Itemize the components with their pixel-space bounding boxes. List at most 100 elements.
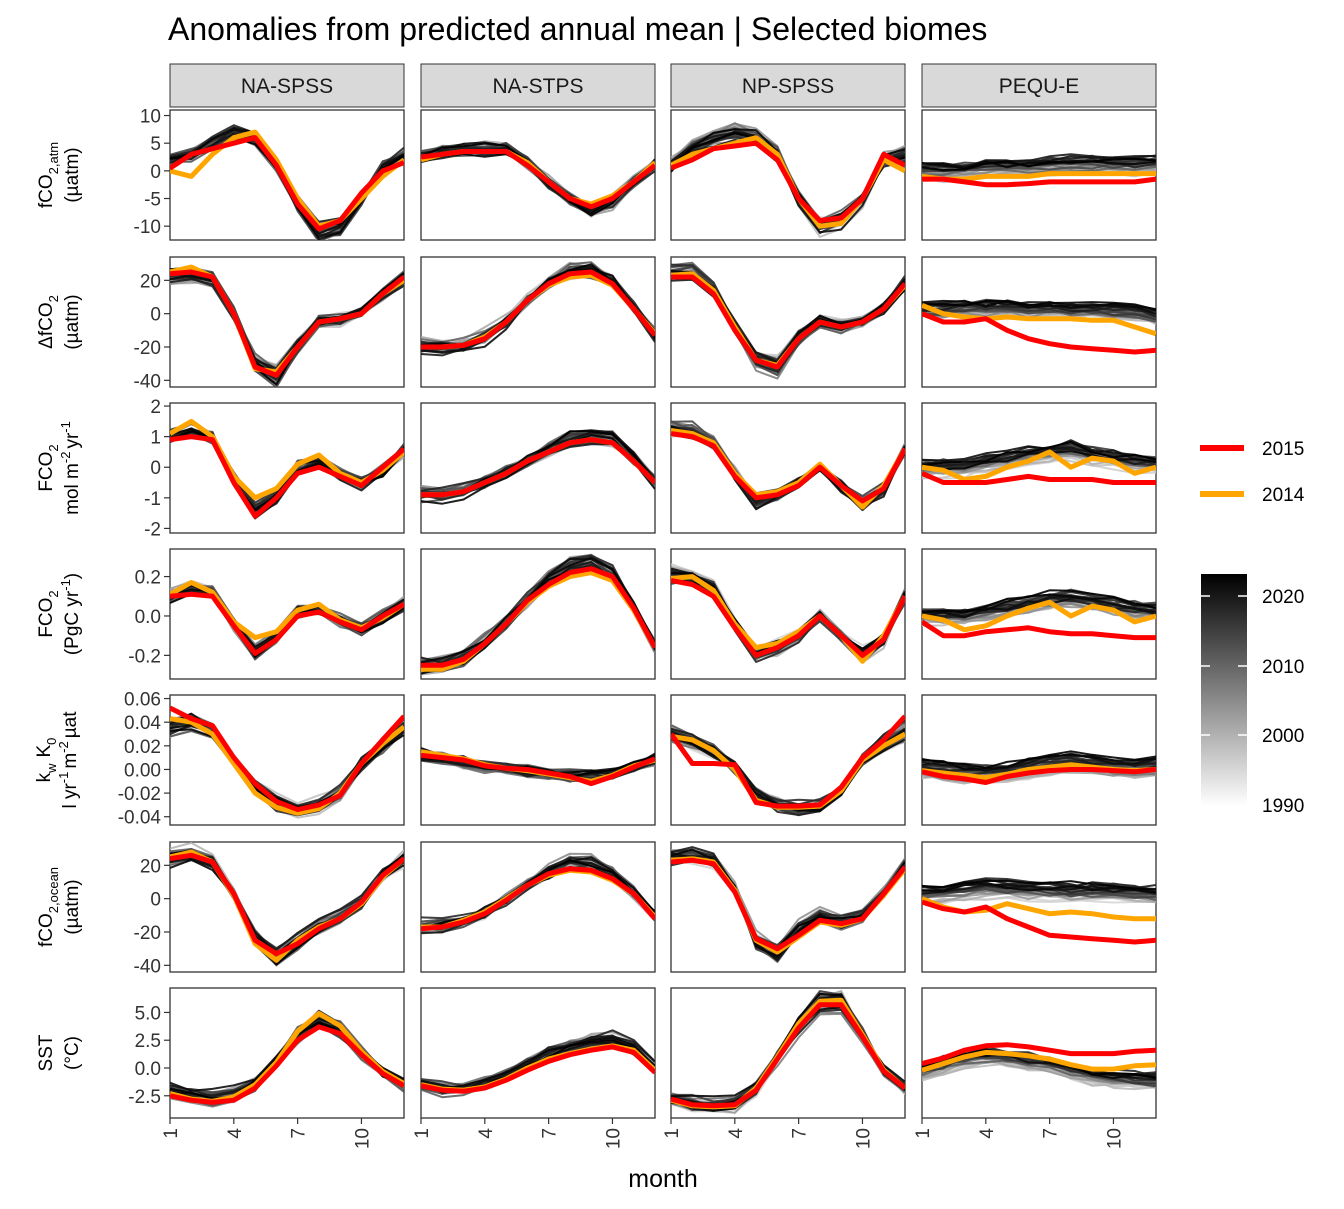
series-2015-line — [671, 140, 905, 224]
legend-label-2014: 2014 — [1262, 485, 1305, 506]
panel-lines — [671, 261, 905, 380]
x-tick-label: 1 — [412, 1128, 433, 1139]
y-tick-label: -20 — [134, 338, 161, 359]
background-year-line — [922, 299, 1156, 312]
y-label-part: 2 — [46, 444, 61, 451]
background-year-line — [922, 604, 1156, 624]
panel-lines — [170, 1009, 404, 1108]
panel-lines — [421, 553, 655, 676]
background-year-line — [922, 593, 1156, 613]
y-tick-label: -1 — [144, 489, 161, 510]
series-2015-line — [170, 1024, 404, 1105]
y-label-part: l yr — [60, 783, 81, 809]
panel-r2-na-stps — [420, 256, 656, 388]
svg-text:kwK0: kwK0 — [34, 738, 59, 783]
background-year-line — [922, 440, 1156, 467]
panel-lines — [421, 852, 655, 935]
svg-text:FCO2: FCO2 — [36, 444, 61, 491]
series-2014-line — [671, 428, 905, 510]
panel-lines — [421, 746, 655, 787]
strip-na-spss — [169, 63, 405, 108]
y-label-part: k — [34, 772, 55, 782]
series-2014-line — [922, 599, 1156, 633]
year-colorbar — [1201, 574, 1247, 806]
panel-lines — [671, 714, 905, 817]
y-tick-label: 20 — [140, 856, 161, 877]
series-2015-line — [170, 434, 404, 519]
panel-lines — [922, 153, 1156, 188]
x-tick-label: 1 — [913, 1128, 934, 1139]
panel-lines — [421, 261, 655, 357]
panel-lines — [170, 418, 404, 520]
panel-lines — [671, 420, 905, 512]
y-label-row-7: SST (°C) — [36, 1034, 83, 1071]
y-label-part: -2 — [56, 741, 71, 753]
background-year-line — [421, 1036, 655, 1091]
series-2015-line — [671, 578, 905, 658]
series-2015-line — [421, 1044, 655, 1094]
svg-text:(µatm): (µatm) — [62, 879, 83, 934]
y-label-part: m — [60, 753, 81, 769]
y-label-part: FCO — [36, 598, 57, 638]
series-2015-line — [922, 311, 1156, 355]
series-2015-line — [671, 857, 905, 952]
series-2015-line — [170, 852, 404, 957]
svg-text:ΔfCO2: ΔfCO2 — [36, 295, 61, 349]
series-2015-line — [922, 1042, 1156, 1067]
series-2015-line — [922, 767, 1156, 785]
series-2014-line — [671, 574, 905, 664]
colorbar-label: 2000 — [1262, 726, 1304, 747]
background-year-line — [922, 447, 1156, 467]
background-year-line — [922, 589, 1156, 614]
series-2015-line — [421, 866, 655, 932]
panel-lines — [922, 298, 1156, 355]
x-axes: 1 4 7 10 1 4 7 10 1 4 7 10 1 4 7 10 — [161, 1118, 1125, 1149]
strip-pequ-e — [921, 63, 1157, 108]
background-year-line — [922, 750, 1156, 769]
series-2014-line — [922, 1049, 1156, 1073]
panel-lines — [421, 1029, 655, 1099]
series-2015-line — [671, 431, 905, 504]
legend: 2015 2014 2020 2010 2000 1990 — [1200, 439, 1305, 817]
y-tick-label: 0.00 — [124, 760, 161, 781]
x-tick-label: 7 — [790, 1128, 811, 1139]
y-label-row-2: ΔfCO2 (µatm) — [36, 294, 83, 349]
series-2015-line — [170, 591, 404, 656]
panel-r6-na-stps — [420, 841, 656, 973]
panel-lines — [922, 750, 1156, 785]
series-2015-line — [671, 1002, 905, 1109]
background-year-line — [922, 307, 1156, 320]
series-2015-line — [421, 566, 655, 668]
strip-label: PEQU-E — [999, 75, 1080, 98]
series-2015-line — [421, 437, 655, 498]
panel-r3-na-stps — [420, 402, 656, 534]
series-2015-line — [922, 471, 1156, 485]
background-year-line — [922, 883, 1156, 895]
panel-lines — [671, 846, 905, 963]
x-tick-label: 10 — [352, 1128, 373, 1149]
y-label-part: -1 — [58, 579, 73, 591]
x-tick-label: 4 — [977, 1128, 998, 1139]
panel-r6-pequ-e — [921, 841, 1157, 973]
y-tick-label: -2 — [144, 519, 161, 540]
svg-text:mol m-2yr-1: mol m-2 yr-1 — [58, 421, 83, 515]
y-label-part: (PgC yr — [62, 590, 83, 655]
y-label-part: 0 — [44, 738, 59, 745]
x-tick-label: 1 — [662, 1128, 683, 1139]
colorbar-label: 1990 — [1262, 796, 1304, 817]
y-tick-label: 2.5 — [135, 1031, 161, 1052]
y-label-part: FCO — [36, 452, 57, 492]
y-tick-label: 1 — [150, 428, 161, 449]
background-year-line — [922, 299, 1156, 311]
panel-lines — [671, 563, 905, 664]
background-year-line — [922, 306, 1156, 321]
y-label-part: 2 — [46, 295, 61, 302]
y-label-row-1: fCO2,atm (µatm) — [36, 142, 83, 208]
background-year-line — [170, 853, 404, 951]
colorbar-label: 2020 — [1262, 587, 1304, 608]
y-tick-label: 0.0 — [135, 1059, 161, 1080]
y-label-part: w — [44, 763, 59, 774]
